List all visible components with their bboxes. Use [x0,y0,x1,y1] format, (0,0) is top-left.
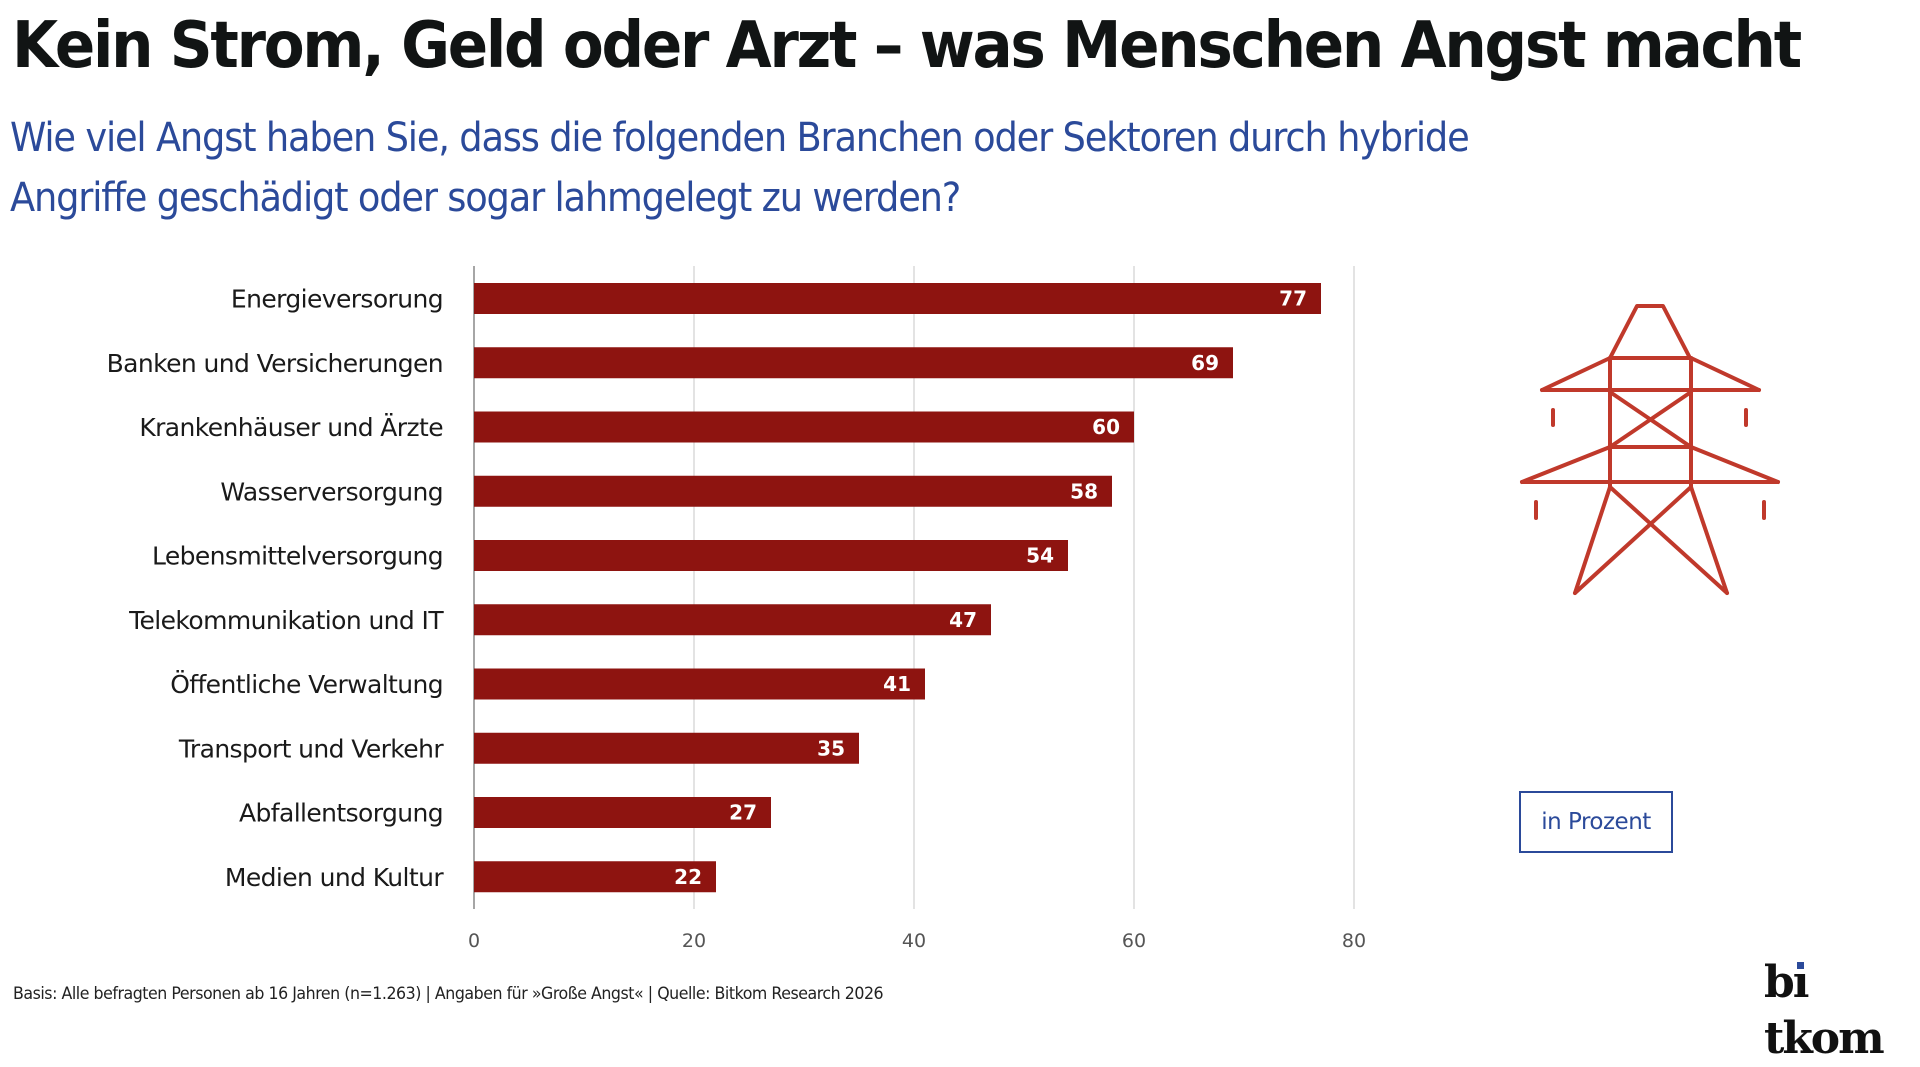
logo-i: ı [1792,955,1810,1011]
bar [474,411,1134,443]
bar [474,604,991,636]
bar [474,668,925,700]
value-label: 22 [674,865,702,889]
bar [474,475,1112,507]
power-pylon-icon [1520,304,1780,595]
unit-label-box: in Prozent [1519,791,1673,853]
value-label: 60 [1092,415,1120,439]
value-label: 47 [949,608,977,632]
value-label: 69 [1191,351,1219,375]
bitkom-logo: bı tkom [1764,955,1920,1067]
bars [474,283,1321,893]
x-tick-label: 60 [1122,930,1146,952]
chart-title: Kein Strom, Geld oder Arzt – was Mensche… [12,9,1802,83]
chart-subtitle: Wie viel Angst haben Sie, dass die folge… [10,108,1470,228]
category-label: Medien und Kultur [225,863,444,892]
logo-text-b: b [1764,957,1795,1008]
subtitle-line-2: Angriffe geschädigt oder sogar lahmgeleg… [10,175,961,221]
logo-blue-dot [1797,962,1805,969]
bar-chart: Energieversorung Banken und Versicherunge… [107,266,1366,952]
value-labels: 77 69 60 58 54 47 41 35 27 22 [674,287,1307,889]
x-tick-labels: 0 20 40 60 80 [468,930,1366,952]
subtitle-line-1: Wie viel Angst haben Sie, dass die folge… [10,115,1470,161]
category-label: Öffentliche Verwaltung [170,670,443,699]
category-label: Transport und Verkehr [178,734,444,763]
bar [474,347,1233,379]
value-label: 58 [1070,479,1098,503]
x-tick-label: 40 [902,930,926,952]
value-label: 41 [883,672,911,696]
value-label: 54 [1026,544,1054,568]
logo-i-stem: ı [1792,957,1810,1008]
category-label: Energieversorung [231,285,443,314]
unit-label: in Prozent [1541,809,1651,835]
category-label: Krankenhäuser und Ärzte [139,413,443,442]
bar [474,732,859,764]
category-label: Banken und Versicherungen [107,349,443,378]
logo-text-tkom: tkom [1764,1013,1885,1064]
category-label: Abfallentsorgung [239,799,443,828]
category-labels: Energieversorung Banken und Versicherunge… [107,285,445,892]
x-tick-label: 0 [468,930,480,952]
category-label: Wasserversorgung [220,477,443,506]
value-label: 77 [1279,287,1307,311]
value-label: 27 [729,801,757,825]
bar [474,861,716,893]
value-label: 35 [817,736,845,760]
bar [474,540,1068,571]
x-tick-label: 80 [1342,930,1366,952]
footer-source-note: Basis: Alle befragten Personen ab 16 Jah… [13,984,884,1004]
bar [474,797,771,828]
bar [474,283,1321,314]
category-label: Telekommunikation und IT [128,606,444,635]
x-tick-label: 20 [682,930,706,952]
category-label: Lebensmittelversorgung [152,542,443,571]
